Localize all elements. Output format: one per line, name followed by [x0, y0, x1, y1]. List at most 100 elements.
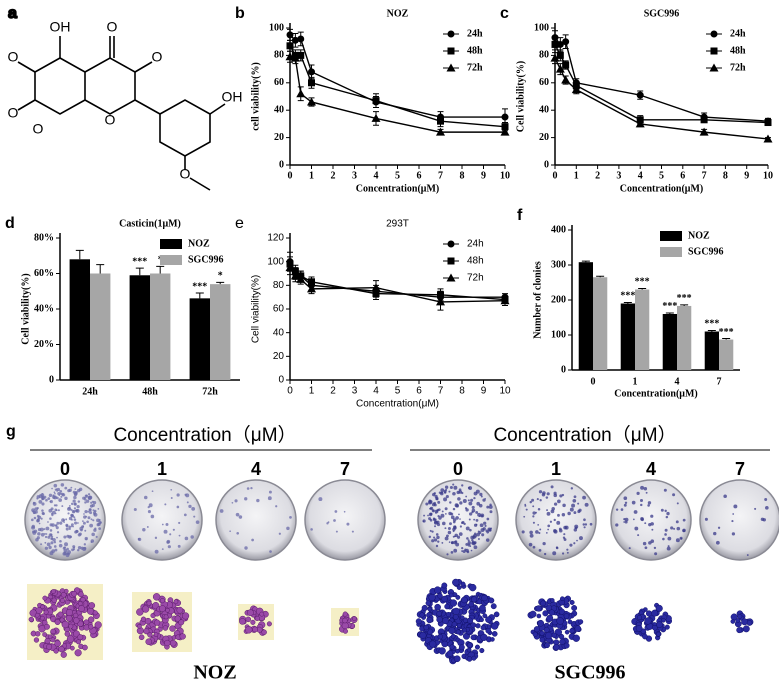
colony-dot: [82, 546, 87, 551]
group-title: Concentration（μM）: [113, 424, 296, 446]
colony-dot: [286, 526, 290, 531]
cell: [458, 644, 465, 651]
colony-dot: [615, 523, 619, 527]
colony-dot: [448, 541, 451, 543]
cell: [266, 621, 272, 627]
colony-dot: [467, 541, 471, 545]
colony-dot: [38, 522, 41, 525]
x-tick-label: 2: [595, 170, 600, 181]
marker: [447, 257, 455, 265]
x-tick-label: 4: [373, 386, 379, 397]
atom: O: [107, 19, 118, 35]
colony-dot: [473, 518, 476, 521]
colony-dot: [87, 493, 91, 496]
bar: [704, 331, 719, 370]
marker: [550, 53, 560, 62]
colony-dot: [452, 507, 456, 511]
colony-dot: [650, 522, 654, 526]
cell: [179, 633, 186, 640]
x-tick-label: 8: [459, 386, 465, 397]
marker: [556, 40, 564, 48]
colony-dot: [36, 507, 39, 510]
colony-dot: [41, 509, 44, 512]
colony-dot: [471, 539, 474, 542]
colony-dot: [445, 488, 448, 491]
colony-dot: [648, 541, 652, 545]
colony-dot: [161, 548, 164, 551]
x-tick-label: 6: [417, 170, 422, 181]
cell: [239, 618, 246, 625]
cell: [60, 591, 67, 598]
colony-dot: [704, 517, 708, 521]
colony-dot: [54, 512, 57, 515]
cell: [559, 596, 565, 602]
colony-dot: [654, 552, 658, 556]
colony-dot: [452, 518, 457, 522]
bond: [17, 99, 36, 111]
concentration-label: 1: [551, 459, 561, 479]
colony-dot: [461, 484, 464, 487]
colony-dot: [582, 523, 585, 526]
legend-label: 72h: [467, 273, 484, 284]
cell: [54, 640, 61, 647]
colony-dot: [561, 552, 565, 555]
colony-dot: [431, 539, 435, 543]
colony-dot: [64, 542, 69, 547]
colony-dot: [532, 515, 535, 518]
cell: [35, 631, 41, 637]
cell: [655, 604, 663, 612]
concentration-label: 4: [646, 459, 656, 479]
colony-dot: [59, 539, 62, 543]
y-tick-label: 300: [551, 259, 566, 270]
cell: [144, 617, 152, 625]
y-tick-label: 0: [49, 374, 54, 385]
y-tick-label: 400: [551, 224, 566, 235]
y-tick-label: 60%: [34, 268, 54, 279]
colony-dot: [428, 517, 432, 521]
cell: [173, 599, 179, 605]
panel-label: a: [8, 5, 17, 22]
cell: [145, 638, 153, 646]
colony-dot: [536, 498, 539, 501]
atom: OH: [50, 19, 71, 35]
colony-dot: [346, 522, 350, 526]
cell: [548, 609, 555, 616]
colony-dot: [446, 553, 449, 556]
colony-dot: [41, 502, 45, 506]
group-title: Concentration（μM）: [493, 424, 676, 446]
colony-dot: [537, 507, 541, 511]
colony-dot: [467, 486, 471, 490]
cell: [40, 604, 45, 610]
x-tick-label: 4: [638, 170, 643, 181]
x-tick-label: 8: [723, 170, 728, 181]
colony-dot: [476, 501, 481, 506]
bar: [662, 314, 677, 370]
colony-dot: [667, 536, 672, 541]
cell: [83, 619, 90, 626]
x-axis-title: Concentration(μM): [356, 399, 439, 410]
colony-dot: [524, 504, 527, 507]
cell: [169, 625, 176, 632]
cell: [444, 603, 450, 610]
error-bar: [581, 260, 590, 263]
cell: [656, 621, 663, 629]
colony-dot: [267, 496, 272, 501]
bar: [210, 284, 231, 380]
colony-dot: [553, 491, 557, 495]
colony-dot: [77, 522, 79, 524]
colony-dot: [133, 508, 137, 512]
colony-dot: [559, 494, 563, 498]
colony-dot: [485, 538, 490, 542]
colony-dot: [38, 499, 43, 504]
colony-dot: [37, 528, 42, 532]
colony-dot: [49, 517, 52, 520]
colony-dot: [45, 533, 48, 535]
colony-dot: [39, 527, 44, 532]
colony-group: 0 1 4 7: [24, 459, 386, 660]
colony-dot: [468, 518, 471, 521]
cell: [437, 593, 443, 599]
cell-line: NOZ: [193, 662, 236, 684]
cell: [490, 637, 495, 642]
marker: [501, 113, 509, 121]
cell: [736, 627, 743, 634]
